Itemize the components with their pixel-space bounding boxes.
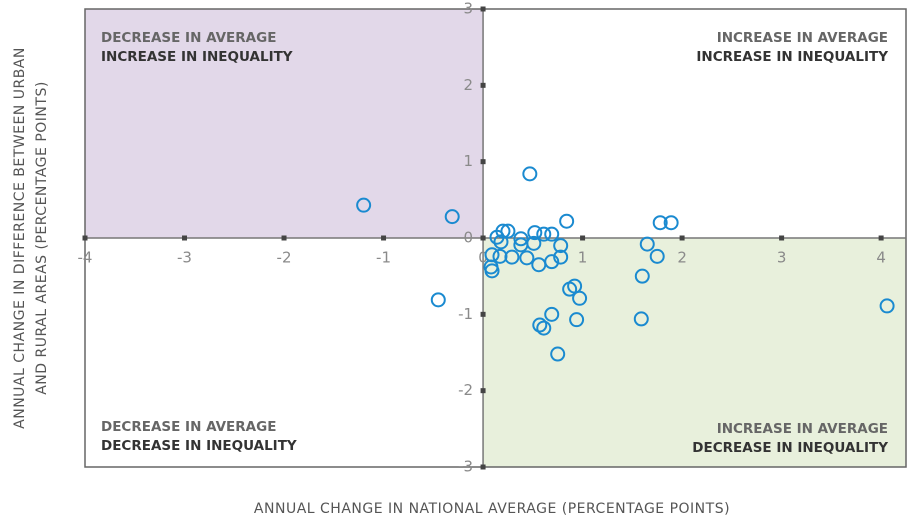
- y-tick-mark: [480, 311, 486, 317]
- y-axis-title: AND RURAL AREAS (PERCENTAGE POINTS): [34, 81, 50, 395]
- point: [492, 248, 508, 264]
- point: [652, 215, 668, 231]
- quadrant-bg: [483, 238, 906, 467]
- point: [544, 254, 560, 270]
- point: [634, 268, 650, 284]
- y-tick-label: -3: [458, 458, 473, 476]
- point: [633, 311, 649, 327]
- quadrant-bg: [85, 9, 484, 238]
- y-tick-mark: [480, 6, 486, 12]
- point: [493, 234, 509, 250]
- point: [567, 278, 583, 294]
- x-tick-mark: [281, 235, 287, 241]
- point: [553, 249, 569, 265]
- point: [559, 213, 575, 229]
- point: [569, 312, 585, 328]
- quadrant-label: INCREASE IN AVERAGE: [717, 421, 888, 437]
- x-tick-label: -3: [177, 249, 192, 267]
- point: [550, 346, 566, 362]
- y-tick-mark: [480, 388, 486, 394]
- x-tick-mark: [679, 235, 685, 241]
- y-tick-label: -1: [458, 305, 473, 323]
- point: [527, 225, 543, 241]
- point: [356, 197, 372, 213]
- x-tick-label: -1: [376, 249, 391, 267]
- y-tick-mark: [480, 82, 486, 88]
- quadrant-label: INCREASE IN INEQUALITY: [101, 49, 293, 65]
- point: [532, 317, 548, 333]
- quadrant-label: INCREASE IN AVERAGE: [717, 30, 888, 46]
- point: [536, 320, 552, 336]
- x-tick-label: 1: [578, 249, 588, 267]
- point: [504, 249, 520, 265]
- x-axis-title: ANNUAL CHANGE IN NATIONAL AVERAGE (PERCE…: [254, 501, 730, 517]
- x-tick-label: 2: [677, 249, 687, 267]
- point: [513, 231, 529, 247]
- point: [484, 263, 500, 279]
- x-tick-mark: [779, 235, 785, 241]
- x-tick-mark: [580, 235, 586, 241]
- x-tick-mark: [878, 235, 884, 241]
- point: [522, 166, 538, 182]
- x-tick-label: -4: [78, 249, 93, 267]
- x-tick-label: 3: [777, 249, 787, 267]
- y-tick-mark: [480, 235, 486, 241]
- quadrant-label: DECREASE IN AVERAGE: [101, 419, 276, 435]
- point: [544, 306, 560, 322]
- x-tick-mark: [381, 235, 387, 241]
- quadrant-label: DECREASE IN INEQUALITY: [101, 438, 297, 454]
- point: [495, 223, 511, 239]
- quadrant-label: INCREASE IN INEQUALITY: [696, 49, 888, 65]
- point: [879, 298, 895, 314]
- x-tick-label: 0: [478, 249, 488, 267]
- y-axis-title: ANNUAL CHANGE IN DIFFERENCE BETWEEN URBA…: [12, 47, 28, 429]
- y-tick-label: 1: [464, 152, 474, 170]
- y-tick-label: 2: [464, 76, 474, 94]
- point: [536, 226, 552, 242]
- y-tick-mark: [480, 159, 486, 165]
- point: [444, 209, 460, 225]
- y-tick-label: 3: [464, 0, 474, 18]
- point: [553, 238, 569, 254]
- x-tick-mark: [82, 235, 88, 241]
- point: [526, 235, 542, 251]
- point: [572, 290, 588, 306]
- y-tick-label: -2: [458, 381, 473, 399]
- point: [544, 226, 560, 242]
- point: [430, 292, 446, 308]
- x-tick-mark: [182, 235, 188, 241]
- point: [639, 236, 655, 252]
- x-tick-label: -2: [277, 249, 292, 267]
- point: [519, 250, 535, 266]
- y-tick-mark: [480, 464, 486, 470]
- y-tick-label: 0: [464, 229, 474, 247]
- x-tick-label: 4: [876, 249, 886, 267]
- point: [649, 248, 665, 264]
- quadrant-label: DECREASE IN INEQUALITY: [692, 440, 888, 456]
- point: [663, 215, 679, 231]
- quadrant-label: DECREASE IN AVERAGE: [101, 30, 276, 46]
- point: [500, 223, 516, 239]
